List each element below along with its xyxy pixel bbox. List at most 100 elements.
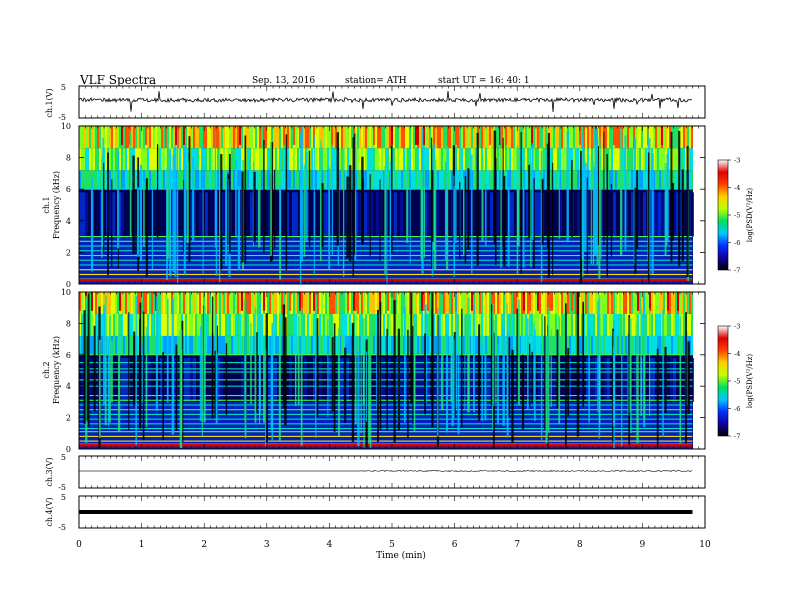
psd-cell xyxy=(131,313,133,336)
psd-cell xyxy=(424,192,427,237)
colorbar-tick-label: -5 xyxy=(734,378,740,386)
colorbar-tick-label: -6 xyxy=(734,239,740,247)
psd-cell xyxy=(287,170,289,190)
sferic-streak xyxy=(354,336,357,424)
psd-cell xyxy=(529,292,531,311)
psd-cell xyxy=(475,170,477,190)
sferic-streak xyxy=(174,145,177,277)
psd-cell xyxy=(243,313,245,336)
psd-cell xyxy=(363,126,365,149)
time-tick-label: 9 xyxy=(640,540,646,550)
sferic-streak xyxy=(628,315,631,445)
psd-cell xyxy=(665,126,667,149)
psd-cell xyxy=(573,170,575,190)
sferic-streak xyxy=(265,348,267,447)
psd-cell xyxy=(425,170,427,190)
psd-cell xyxy=(265,292,267,314)
psd-cell xyxy=(591,335,593,355)
sferic-streak xyxy=(581,134,584,260)
psd-cell xyxy=(514,192,517,237)
psd-cell xyxy=(437,170,439,190)
psd-cell xyxy=(287,292,289,314)
sferic-streak xyxy=(117,152,120,249)
psd-cell xyxy=(291,292,293,314)
psd-cell xyxy=(303,292,305,314)
psd-cell xyxy=(93,170,95,190)
psd-cell xyxy=(91,148,93,171)
sferic-streak xyxy=(141,342,144,404)
psd-cell xyxy=(305,313,307,336)
sferic-streak xyxy=(265,313,268,443)
psd-cell xyxy=(449,126,451,149)
psd-cell xyxy=(89,335,91,355)
psd-cell xyxy=(683,292,685,314)
psd-cell xyxy=(325,335,327,355)
psd-cell xyxy=(329,148,331,171)
psd-cell xyxy=(649,292,651,311)
psd-cell xyxy=(229,335,231,355)
sferic-streak xyxy=(285,134,288,271)
psd-cell xyxy=(307,148,309,171)
psd-cell xyxy=(469,148,471,171)
psd-cell xyxy=(539,335,541,355)
psd-cell xyxy=(676,192,679,237)
psd-cell xyxy=(335,292,337,314)
psd-cell xyxy=(179,292,181,314)
sferic-streak xyxy=(328,167,331,270)
psd-cell xyxy=(113,313,115,336)
sferic-streak xyxy=(188,136,191,262)
psd-cell xyxy=(521,292,523,314)
psd-cell xyxy=(537,335,539,355)
sferic-streak xyxy=(649,308,651,417)
psd-line xyxy=(79,440,693,442)
sferic-streak xyxy=(464,176,467,264)
sferic-streak xyxy=(453,331,456,418)
psd-cell xyxy=(201,170,203,190)
psd-cell xyxy=(569,148,571,171)
psd-cell xyxy=(279,148,281,171)
psd-cell xyxy=(127,126,129,149)
psd-cell xyxy=(509,292,511,314)
psd-cell xyxy=(425,148,427,171)
psd-cell xyxy=(423,313,425,336)
psd-cell xyxy=(305,126,307,149)
psd-cell xyxy=(111,148,113,171)
psd-cell xyxy=(355,192,358,237)
sferic-streak xyxy=(656,348,659,448)
psd-cell xyxy=(403,292,405,314)
psd-cell xyxy=(289,335,291,355)
sferic-streak xyxy=(517,299,520,405)
psd-cell xyxy=(568,192,571,237)
psd-cell xyxy=(487,192,490,237)
psd-cell xyxy=(373,170,375,190)
psd-cell xyxy=(633,335,635,355)
psd-cell xyxy=(371,126,373,149)
sferic-streak xyxy=(594,129,597,255)
sferic-streak xyxy=(453,186,455,277)
psd-cell xyxy=(503,313,505,336)
psd-cell xyxy=(521,335,523,355)
sferic-streak xyxy=(459,182,461,260)
sferic-streak xyxy=(531,143,534,240)
psd-cell xyxy=(193,126,195,149)
psd-cell xyxy=(175,126,177,145)
psd-cell xyxy=(665,335,667,355)
psd-cell xyxy=(201,335,203,355)
sferic-streak xyxy=(636,321,639,444)
psd-cell xyxy=(223,292,225,314)
psd-cell xyxy=(691,357,694,402)
sferic-streak xyxy=(507,187,510,267)
psd-cell xyxy=(653,335,655,355)
psd-cell xyxy=(365,148,367,171)
psd-cell xyxy=(527,292,529,314)
psd-cell xyxy=(211,192,214,237)
sferic-streak xyxy=(567,347,570,417)
psd-cell xyxy=(403,170,405,190)
psd-cell xyxy=(341,148,343,171)
psd-cell xyxy=(397,192,400,237)
ch1-colorbar: log(PSD(V²/Hz) -3-4-5-6-7 xyxy=(717,157,754,275)
psd-cell xyxy=(663,148,665,171)
psd-cell xyxy=(439,148,441,171)
psd-cell xyxy=(363,292,365,314)
sferic-streak xyxy=(481,155,484,242)
